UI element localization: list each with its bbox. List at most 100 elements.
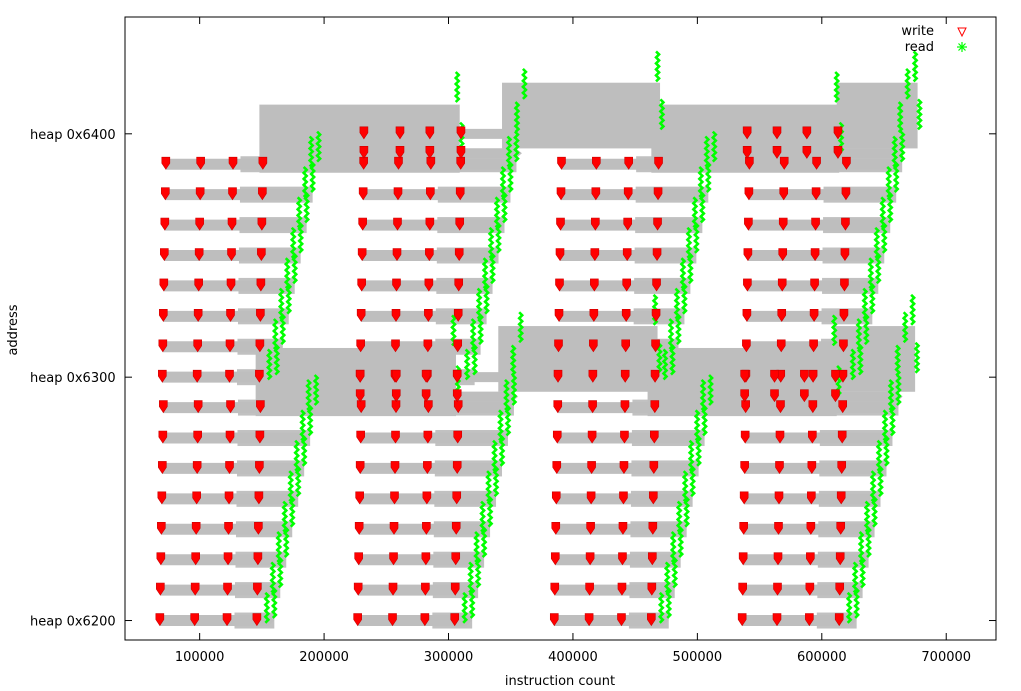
write-point: [425, 126, 435, 140]
read-point: [477, 313, 484, 346]
read-point: [673, 287, 681, 320]
read-point: [911, 50, 919, 83]
read-point: [695, 434, 702, 467]
write-point: [393, 187, 403, 201]
read-point: [675, 313, 682, 346]
read-point: [669, 343, 676, 376]
write-point: [740, 369, 749, 383]
write-point: [838, 400, 848, 414]
write-point: [423, 339, 433, 353]
write-point: [647, 613, 656, 627]
read-point: [830, 314, 838, 347]
read-point: [450, 314, 457, 347]
read-point: [896, 101, 904, 133]
write-point: [256, 400, 265, 414]
x-tick-label: 600000: [797, 650, 847, 665]
read-point: [916, 98, 923, 131]
write-point: [835, 552, 845, 566]
y-tick-label: heap 0x6300: [30, 371, 116, 386]
read-point: [867, 257, 875, 290]
read-point: [661, 348, 669, 381]
write-point: [652, 248, 662, 262]
lifetime-bar: [363, 148, 522, 159]
read-point: [288, 495, 296, 528]
write-point: [424, 278, 434, 292]
write-point: [422, 491, 432, 505]
write-point: [770, 369, 779, 383]
write-point: [425, 217, 435, 231]
write-point: [773, 552, 783, 566]
write-point: [190, 582, 200, 596]
write-point: [774, 521, 783, 535]
write-point: [195, 187, 205, 201]
read-point: [681, 282, 688, 315]
write-point: [811, 217, 820, 231]
write-point: [355, 461, 365, 474]
lifetime-band: [634, 247, 697, 264]
read-point: [275, 531, 283, 563]
read-point: [281, 500, 289, 533]
read-point: [679, 257, 687, 290]
read-point: [265, 348, 273, 381]
write-point: [833, 145, 843, 159]
read-point: [513, 101, 521, 133]
read-point: [497, 409, 504, 442]
write-point: [456, 126, 466, 140]
read-point: [691, 196, 699, 229]
read-point: [471, 343, 478, 376]
write-point: [553, 400, 563, 414]
read-point: [293, 439, 301, 472]
write-point: [452, 369, 462, 383]
read-point: [871, 495, 878, 528]
read-point: [904, 67, 911, 100]
lifetime-band: [236, 490, 299, 507]
read-point: [270, 587, 278, 619]
read-point: [677, 526, 685, 559]
read-point: [701, 404, 708, 437]
x-tick-label: 400000: [548, 650, 598, 665]
write-point: [744, 217, 753, 231]
write-point: [772, 613, 782, 627]
read-point: [658, 98, 666, 131]
write-point: [355, 491, 364, 505]
write-point: [193, 430, 202, 444]
write-point: [225, 339, 235, 353]
read-point: [909, 293, 916, 326]
read-point: [510, 374, 518, 406]
write-point: [454, 278, 464, 292]
write-point: [155, 613, 165, 627]
write-point: [421, 369, 431, 383]
lifetime-bar: [744, 372, 903, 383]
write-point: [831, 369, 840, 383]
write-point: [620, 369, 630, 383]
read-point: [886, 191, 894, 224]
write-point: [158, 461, 167, 474]
write-point: [226, 400, 235, 414]
write-point: [228, 187, 237, 201]
x-tick-label: 100000: [175, 650, 225, 665]
write-point: [741, 400, 750, 414]
read-point: [285, 282, 293, 315]
read-point: [663, 561, 671, 594]
write-point: [550, 552, 560, 566]
write-point: [161, 156, 171, 170]
write-point: [256, 278, 266, 292]
x-tick-label: 300000: [424, 650, 474, 665]
write-point: [808, 430, 817, 444]
write-point: [426, 156, 436, 170]
write-point: [774, 491, 784, 505]
write-point: [807, 461, 817, 474]
write-point: [551, 521, 561, 535]
read-point: [295, 196, 303, 229]
read-point: [513, 130, 520, 163]
write-point: [590, 278, 599, 292]
write-point: [620, 400, 630, 414]
read-point: [504, 404, 512, 437]
write-point: [805, 582, 815, 596]
write-point: [617, 613, 626, 627]
write-point: [738, 582, 747, 596]
read-point: [509, 344, 517, 377]
write-point: [227, 248, 236, 262]
write-point: [393, 217, 402, 231]
write-point: [193, 400, 203, 414]
